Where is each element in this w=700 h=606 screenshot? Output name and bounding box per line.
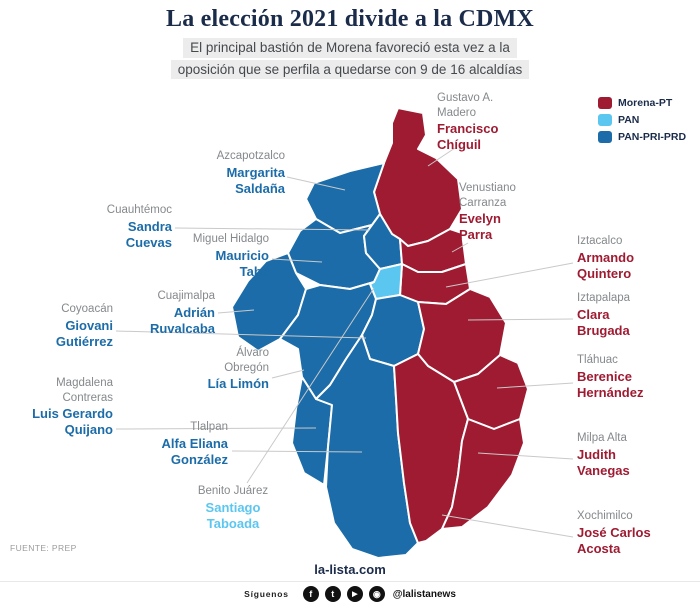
borough-name: Azcapotzalco [216, 150, 285, 162]
winner-name: Evelyn Parra [459, 211, 501, 242]
label-milpa-alta: Milpa Alta Judith Vanegas [577, 431, 630, 479]
label-tlahuac: Tláhuac Berenice Hernández [577, 353, 643, 401]
subtitle-line-2: oposición que se perfila a quedarse con … [170, 59, 530, 79]
borough-name: Coyoacán [61, 303, 113, 315]
label-cuajimalpa: Cuajimalpa Adrián Ruvalcaba [150, 289, 215, 337]
winner-name: Luis Gerardo Quijano [32, 406, 113, 437]
borough-name: Tlalpan [190, 421, 228, 433]
label-benito-juarez: Benito Juárez Santiago Taboada [178, 484, 288, 532]
borough-name: Xochimilco [577, 510, 633, 522]
legend: Morena-PT PAN PAN-PRI-PRD [598, 97, 686, 148]
label-cuauhtemoc: Cuauhtémoc Sandra Cuevas [107, 203, 172, 251]
winner-name: Berenice Hernández [577, 368, 644, 400]
label-tlalpan: Tlalpan Alfa Eliana González [162, 420, 228, 468]
legend-swatch-pan [598, 114, 612, 126]
winner-name: Santiago Taboada [205, 499, 261, 531]
twitter-icon[interactable]: t [324, 586, 341, 602]
borough-name: Iztacalco [577, 235, 623, 247]
source-note: FUENTE: PREP [10, 543, 77, 553]
legend-swatch-coalition [598, 131, 612, 143]
borough-name: Cuauhtémoc [106, 204, 172, 216]
label-iztapalapa: Iztapalapa Clara Brugada [577, 291, 630, 339]
subtitle: El principal bastión de Morena favoreció… [0, 38, 700, 81]
label-coyoacan: Coyoacán Giovani Gutiérrez [56, 302, 113, 350]
instagram-icon[interactable]: ◉ [368, 586, 385, 602]
label-alvaro-obregon: Álvaro Obregón Lía Limón [208, 346, 269, 392]
borough-name: Miguel Hidalgo [192, 233, 269, 245]
winner-name: José Carlos Acosta [577, 524, 651, 556]
facebook-icon[interactable]: f [302, 586, 319, 602]
legend-item-morena: Morena-PT [598, 97, 686, 109]
follow-label: Síguenos [244, 589, 289, 599]
label-xochimilco: Xochimilco José Carlos Acosta [577, 509, 651, 557]
winner-name: Lía Limón [207, 376, 269, 391]
label-iztacalco: Iztacalco Armando Quintero [577, 234, 634, 282]
label-magdalena-contreras: Magdalena Contreras Luis Gerardo Quijano [32, 376, 113, 438]
borough-name: Venustiano Carranza [459, 182, 516, 209]
winner-name: Giovani Gutiérrez [55, 317, 113, 349]
winner-name: Francisco Chíguil [437, 121, 499, 152]
borough-name: Iztapalapa [577, 292, 631, 304]
legend-label: PAN [618, 114, 640, 126]
social-handle[interactable]: @lalistanews [392, 588, 456, 600]
region-milpa-alta [441, 418, 525, 530]
winner-name: Sandra Cuevas [125, 218, 172, 250]
borough-name: Benito Juárez [197, 485, 269, 497]
winner-name: Clara Brugada [577, 306, 630, 338]
legend-swatch-morena [598, 97, 612, 109]
legend-label: Morena-PT [618, 97, 673, 109]
label-azcapotzalco: Azcapotzalco Margarita Saldaña [217, 149, 285, 197]
borough-name: Milpa Alta [577, 432, 627, 444]
winner-name: Alfa Eliana González [161, 435, 228, 467]
page-title: La elección 2021 divide a la CDMX [166, 6, 534, 32]
footer-social-bar: Síguenos f t ▶ ◉ @lalistanews [0, 581, 700, 606]
borough-name: Tláhuac [577, 354, 618, 366]
borough-name: Magdalena Contreras [56, 377, 113, 404]
legend-item-pan: PAN [598, 114, 686, 126]
label-gustavo-a-madero: Gustavo A. Madero Francisco Chíguil [437, 91, 498, 153]
winner-name: Armando Quintero [577, 249, 635, 281]
winner-name: Margarita Saldaña [226, 164, 285, 196]
legend-label: PAN-PRI-PRD [618, 131, 687, 143]
subtitle-line-1: El principal bastión de Morena favoreció… [183, 38, 517, 58]
label-venustiano-carranza: Venustiano Carranza Evelyn Parra [459, 181, 516, 243]
borough-name: Álvaro Obregón [224, 347, 269, 374]
borough-name: Gustavo A. Madero [437, 92, 494, 119]
borough-name: Cuajimalpa [157, 290, 215, 302]
legend-item-coalition: PAN-PRI-PRD [598, 131, 686, 143]
winner-name: Judith Vanegas [577, 446, 630, 478]
site-logo[interactable]: la-lista.com [314, 562, 386, 577]
label-miguel-hidalgo: Miguel Hidalgo Mauricio Tabe [193, 232, 269, 280]
youtube-icon[interactable]: ▶ [346, 586, 363, 602]
winner-name: Mauricio Tabe [215, 247, 269, 279]
winner-name: Adrián Ruvalcaba [149, 304, 215, 336]
